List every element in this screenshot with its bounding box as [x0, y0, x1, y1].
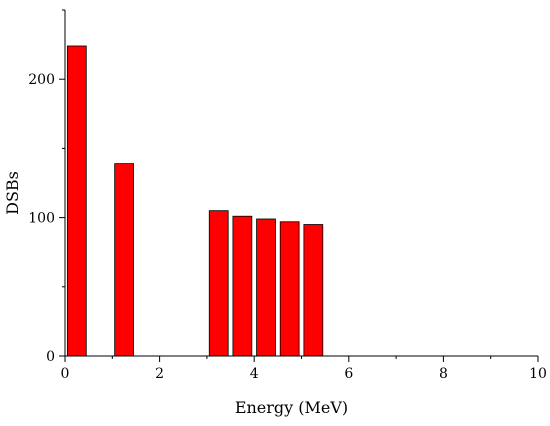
x-tick-label: 2 — [155, 366, 164, 382]
bars-group — [66, 45, 324, 357]
x-axis-title: Energy (MeV) — [235, 398, 348, 417]
bar-0 — [66, 45, 87, 357]
x-tick-label: 8 — [439, 366, 448, 382]
bar-3 — [232, 215, 253, 357]
y-tick-label: 100 — [28, 211, 55, 227]
x-tick-label: 10 — [529, 366, 547, 382]
x-tick-label: 0 — [61, 366, 70, 382]
y-tick-label: 0 — [46, 349, 55, 365]
bar-4 — [256, 218, 276, 357]
bar-1 — [114, 163, 134, 357]
y-axis-title: DSBs — [3, 171, 22, 215]
x-tick-label: 4 — [250, 366, 259, 382]
bar-5 — [279, 221, 300, 357]
bar-6 — [303, 224, 324, 357]
x-tick-label: 6 — [344, 366, 353, 382]
y-tick-label: 200 — [28, 72, 55, 88]
bar-2 — [208, 210, 229, 357]
